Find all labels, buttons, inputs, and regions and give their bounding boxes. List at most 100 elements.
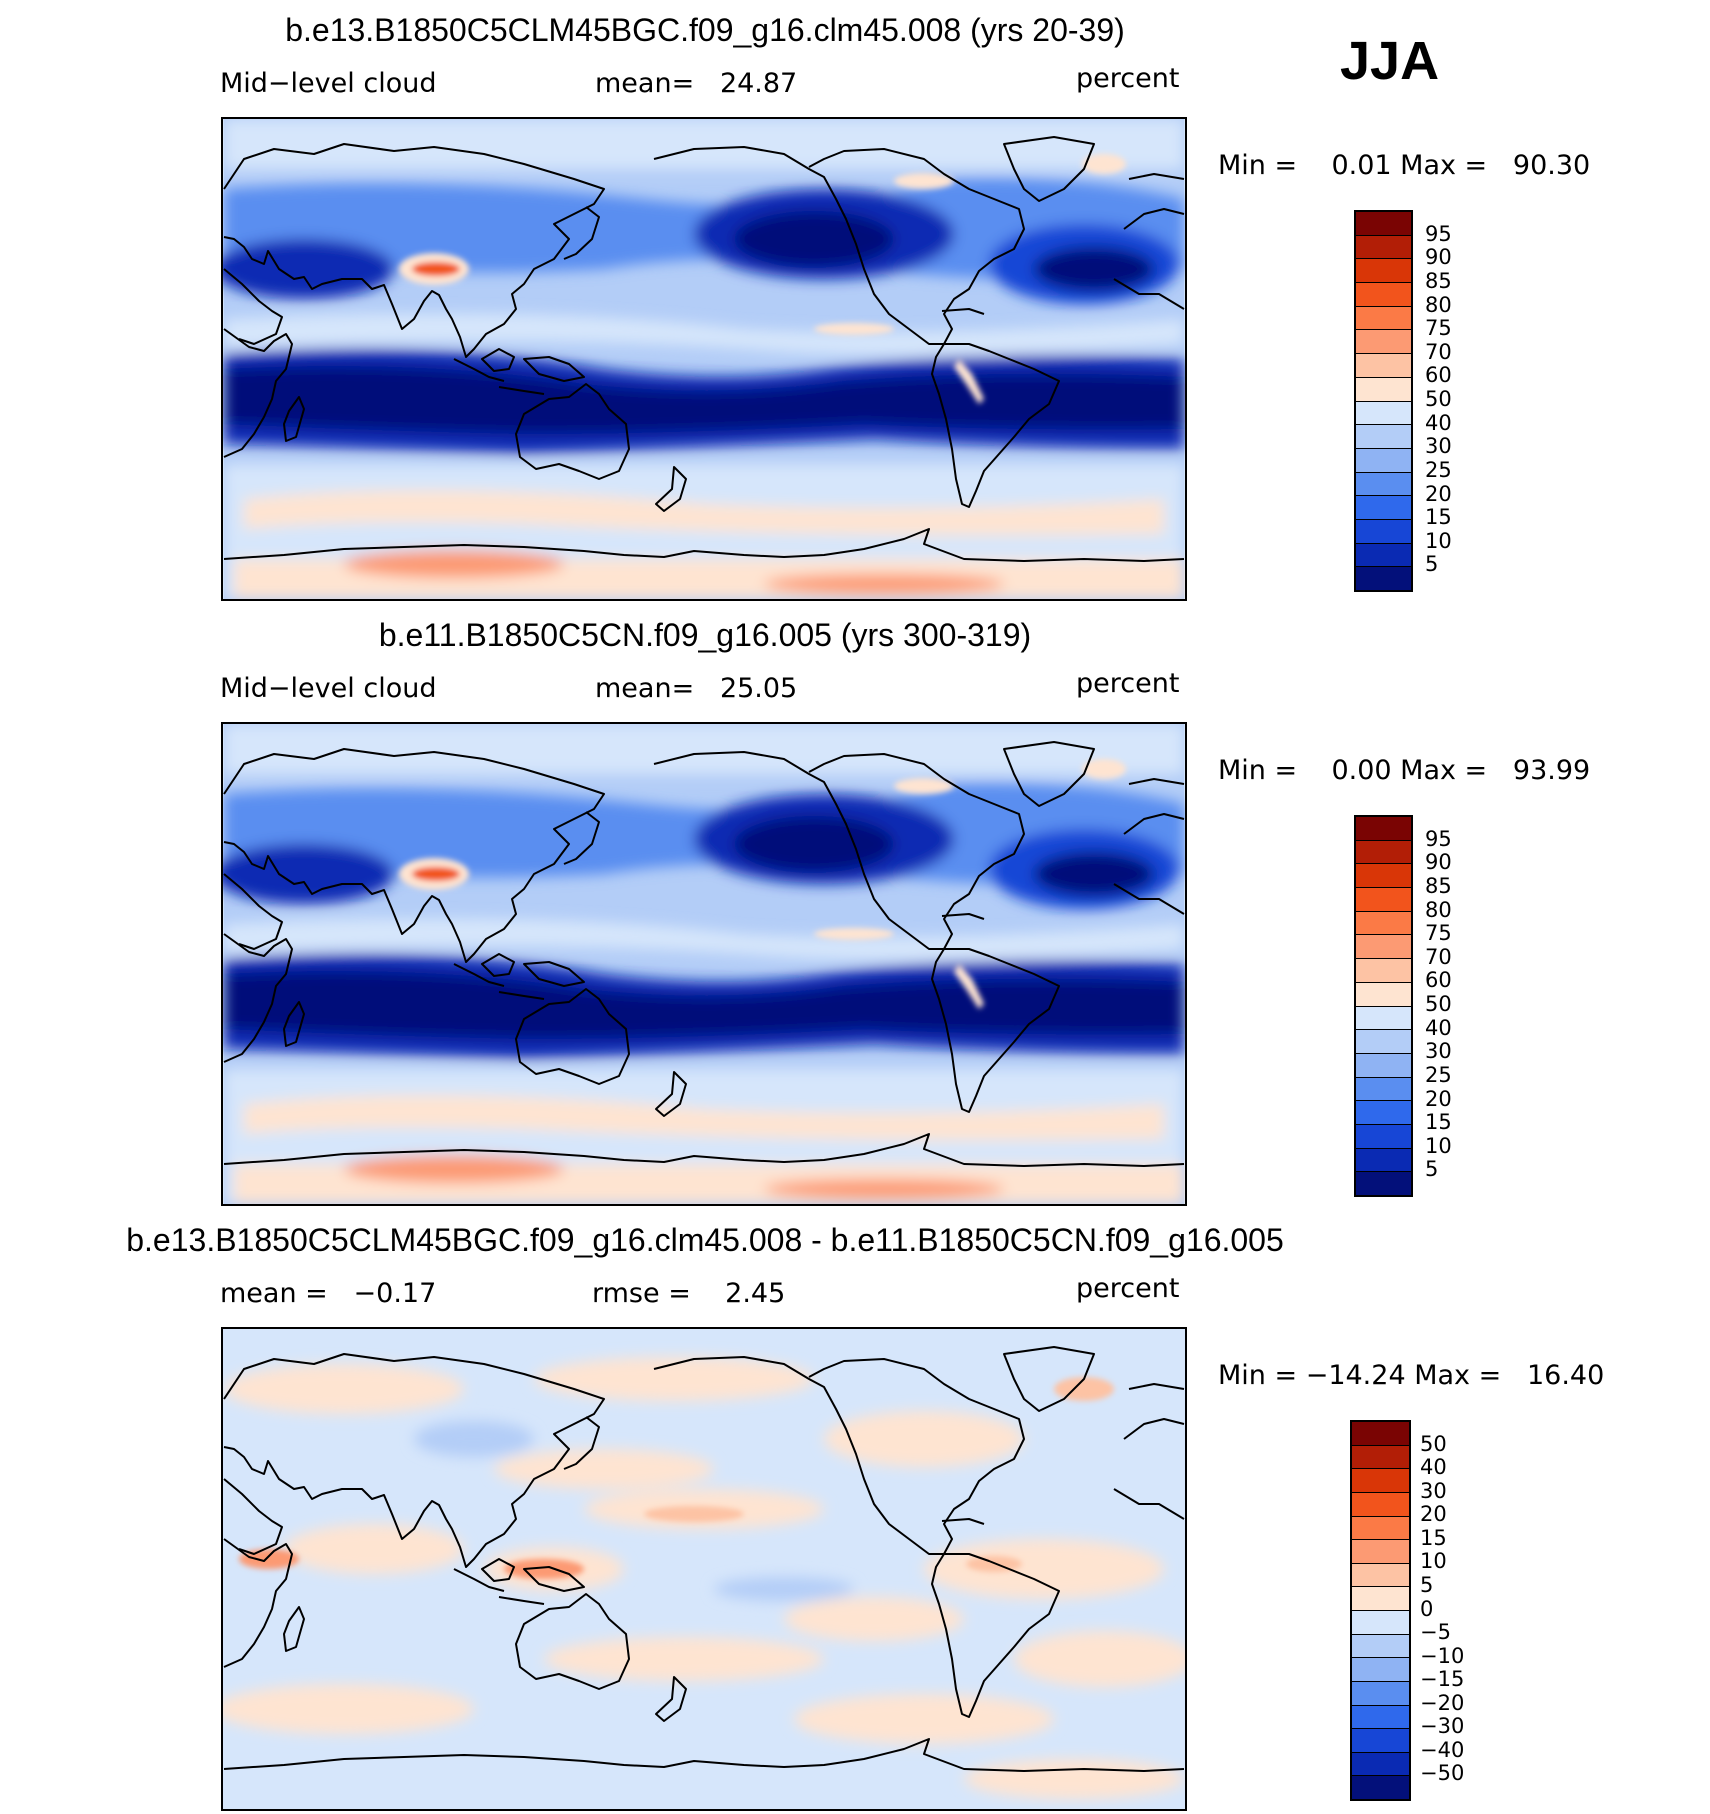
colorbar-swatch (1352, 1751, 1409, 1776)
panel-3-title: b.e13.B1850C5CLM45BGC.f09_g16.clm45.008 … (126, 1222, 1284, 1258)
colorbar-swatch (1356, 934, 1411, 959)
colorbar-tick-label: 20 (1425, 1086, 1452, 1111)
panel-1-variable-label: Mid−level cloud (220, 68, 437, 99)
panel-3-rmse-label: rmse = 2.45 (592, 1278, 786, 1309)
colorbar-swatch (1356, 518, 1411, 543)
panel-3-mean-label: mean = −0.17 (220, 1278, 437, 1309)
colorbar-tick-label: 85 (1425, 268, 1452, 293)
colorbar-swatch (1356, 495, 1411, 519)
colorbar-swatch (1352, 1586, 1409, 1610)
colorbar-tick-label: 75 (1425, 316, 1452, 341)
colorbar-swatch (1356, 400, 1411, 425)
colorbar-swatch (1356, 329, 1411, 354)
colorbar-tick-label: 95 (1425, 221, 1452, 246)
panel-2-minmax: Min = 0.00 Max = 93.99 (1218, 755, 1591, 786)
colorbar-swatch (1356, 258, 1411, 283)
panel-3-map-svg (223, 1329, 1185, 1809)
panel-1-minmax: Min = 0.01 Max = 90.30 (1218, 150, 1591, 181)
colorbar-tick-label: 70 (1425, 339, 1452, 364)
colorbar-tick-label: 5 (1420, 1572, 1434, 1597)
colorbar-tick-label: 95 (1425, 826, 1452, 851)
colorbar-tick-label: 5 (1425, 552, 1439, 577)
colorbar-swatch (1356, 1100, 1411, 1124)
colorbar-swatch (1356, 1029, 1411, 1053)
colorbar-swatch (1352, 1657, 1409, 1681)
colorbar-tick-label: −30 (1420, 1714, 1465, 1739)
colorbar-swatch (1356, 212, 1411, 235)
colorbar-tick-label: 70 (1425, 944, 1452, 969)
colorbar-tick-label: 10 (1420, 1549, 1447, 1574)
colorbar-swatch (1356, 305, 1411, 330)
colorbar-swatch (1352, 1633, 1409, 1658)
colorbar-swatch (1356, 1005, 1411, 1030)
colorbar-tick-label: 60 (1425, 968, 1452, 993)
colorbar-swatch (1356, 471, 1411, 496)
colorbar-swatch (1356, 1147, 1411, 1172)
colorbar-swatch (1352, 1704, 1409, 1729)
colorbar-tick-label: 85 (1425, 873, 1452, 898)
panel-2-mean-label: mean= 25.05 (595, 673, 798, 704)
colorbar-swatch (1352, 1775, 1409, 1799)
colorbar-swatch (1356, 981, 1411, 1006)
colorbar-swatch (1356, 234, 1411, 259)
colorbar-tick-label: 0 (1420, 1596, 1434, 1621)
colorbar-swatch (1356, 542, 1411, 567)
colorbar-swatch (1356, 424, 1411, 448)
colorbar-tick-label: −50 (1420, 1761, 1465, 1786)
colorbar-tick-label: 25 (1425, 457, 1452, 482)
colorbar-swatch (1356, 566, 1411, 590)
colorbar-tick-label: −40 (1420, 1737, 1465, 1762)
panel-2-title: b.e11.B1850C5CN.f09_g16.005 (yrs 300-319… (378, 617, 1032, 653)
colorbar-tick-label: 50 (1425, 992, 1452, 1016)
panel-3-map (221, 1327, 1187, 1811)
colorbar-swatch (1352, 1728, 1409, 1752)
colorbar-tick-label: 15 (1425, 505, 1452, 530)
colorbar-tick-label: 90 (1425, 245, 1452, 270)
colorbar-tick-label: −5 (1420, 1620, 1451, 1645)
colorbar-tick-label: 40 (1425, 1015, 1452, 1040)
colorbar-swatch (1352, 1422, 1409, 1445)
colorbar-swatch (1356, 1052, 1411, 1077)
panel-2-map-svg (223, 724, 1185, 1204)
colorbar-tick-label: 20 (1420, 1502, 1447, 1527)
colorbar-swatch (1352, 1539, 1409, 1563)
colorbar-swatch (1356, 910, 1411, 935)
colorbar-tick-label: 50 (1425, 387, 1452, 411)
colorbar-swatch (1352, 1468, 1409, 1492)
panel-1-colorbar (1354, 210, 1413, 592)
colorbar-tick-label: 5 (1425, 1157, 1439, 1182)
colorbar-tick-label: 40 (1420, 1455, 1447, 1480)
colorbar-tick-label: 20 (1425, 481, 1452, 506)
colorbar-swatch (1356, 817, 1411, 840)
panel-2-colorbar (1354, 815, 1413, 1197)
colorbar-swatch (1356, 1076, 1411, 1101)
colorbar-tick-label: 10 (1425, 1133, 1452, 1158)
panel-3-minmax: Min = −14.24 Max = 16.40 (1218, 1360, 1605, 1391)
colorbar-tick-label: 80 (1425, 292, 1452, 317)
colorbar-swatch (1352, 1491, 1409, 1516)
panel-1-units-label: percent (1076, 63, 1180, 94)
colorbar-tick-label: 15 (1425, 1110, 1452, 1135)
colorbar-swatch (1356, 282, 1411, 306)
colorbar-swatch (1352, 1610, 1409, 1634)
colorbar-tick-label: 10 (1425, 528, 1452, 553)
panel-1-title: b.e13.B1850C5CLM45BGC.f09_g16.clm45.008 … (285, 12, 1125, 48)
colorbar-tick-label: 80 (1425, 897, 1452, 922)
colorbar-tick-label: 30 (1420, 1478, 1447, 1503)
colorbar-tick-label: 50 (1420, 1431, 1447, 1456)
panel-1-map-svg (223, 119, 1185, 599)
colorbar-tick-label: 30 (1425, 1039, 1452, 1064)
colorbar-swatch (1356, 863, 1411, 888)
colorbar-tick-label: −20 (1420, 1690, 1465, 1715)
panel-3-colorbar (1350, 1420, 1411, 1801)
panel-2-map (221, 722, 1187, 1206)
panel-2-variable-label: Mid−level cloud (220, 673, 437, 704)
colorbar-swatch (1352, 1680, 1409, 1705)
panel-1-map (221, 117, 1187, 601)
colorbar-tick-label: −10 (1420, 1643, 1465, 1668)
colorbar-swatch (1356, 353, 1411, 377)
colorbar-swatch (1356, 1171, 1411, 1195)
colorbar-tick-label: 90 (1425, 850, 1452, 875)
colorbar-tick-label: 25 (1425, 1062, 1452, 1087)
colorbar-swatch (1356, 839, 1411, 864)
